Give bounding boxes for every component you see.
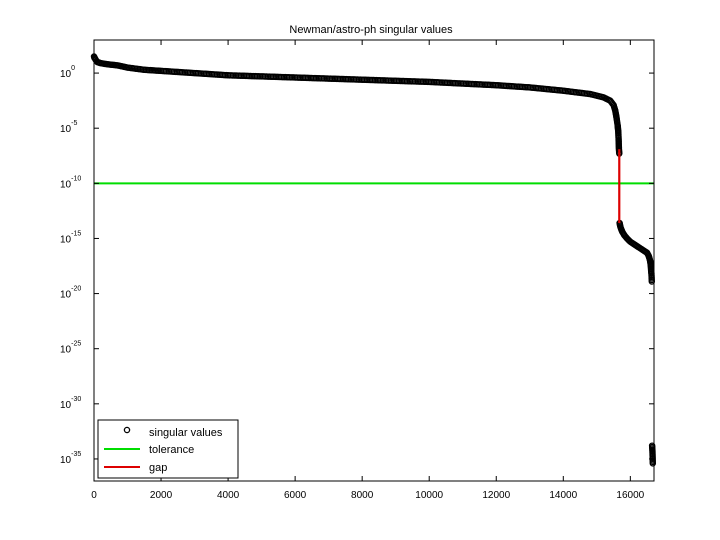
legend: singular values tolerance gap	[97, 419, 239, 479]
y-tick-label: 10-5	[60, 120, 77, 135]
y-tick-label: 100	[60, 65, 75, 80]
singular-value-point	[649, 460, 657, 467]
x-tick-label: 4000	[217, 490, 240, 501]
y-tick-label: 10-30	[60, 396, 81, 411]
axes-box	[93, 39, 655, 482]
y-tick-label: 10-35	[60, 451, 81, 466]
y-tick-label: 10-25	[60, 341, 81, 356]
plot-area	[90, 53, 657, 467]
x-tick-label: 16000	[616, 490, 644, 501]
x-tick-label: 12000	[482, 490, 510, 501]
y-tick-label: 10-15	[60, 230, 81, 245]
x-tick-label: 14000	[549, 490, 577, 501]
axis-ticks: 0 2000 4000 6000 8000 10000 12000 14000 16000 100…	[60, 40, 654, 501]
x-tick-label: 8000	[351, 490, 374, 501]
x-tick-label: 2000	[150, 490, 173, 501]
y-tick-label: 10-10	[60, 175, 81, 190]
y-tick-label: 10-20	[60, 286, 81, 301]
chart-title: Newman/astro-ph singular values	[289, 24, 453, 36]
legend-label-singular-values: singular values	[149, 427, 223, 439]
x-tick-label: 10000	[415, 490, 443, 501]
legend-label-gap: gap	[149, 462, 167, 474]
legend-marker-singular-values	[123, 426, 131, 434]
legend-label-tolerance: tolerance	[149, 444, 194, 456]
x-tick-label: 0	[91, 490, 97, 501]
singular-values-series	[90, 53, 657, 467]
x-tick-label: 6000	[284, 490, 307, 501]
